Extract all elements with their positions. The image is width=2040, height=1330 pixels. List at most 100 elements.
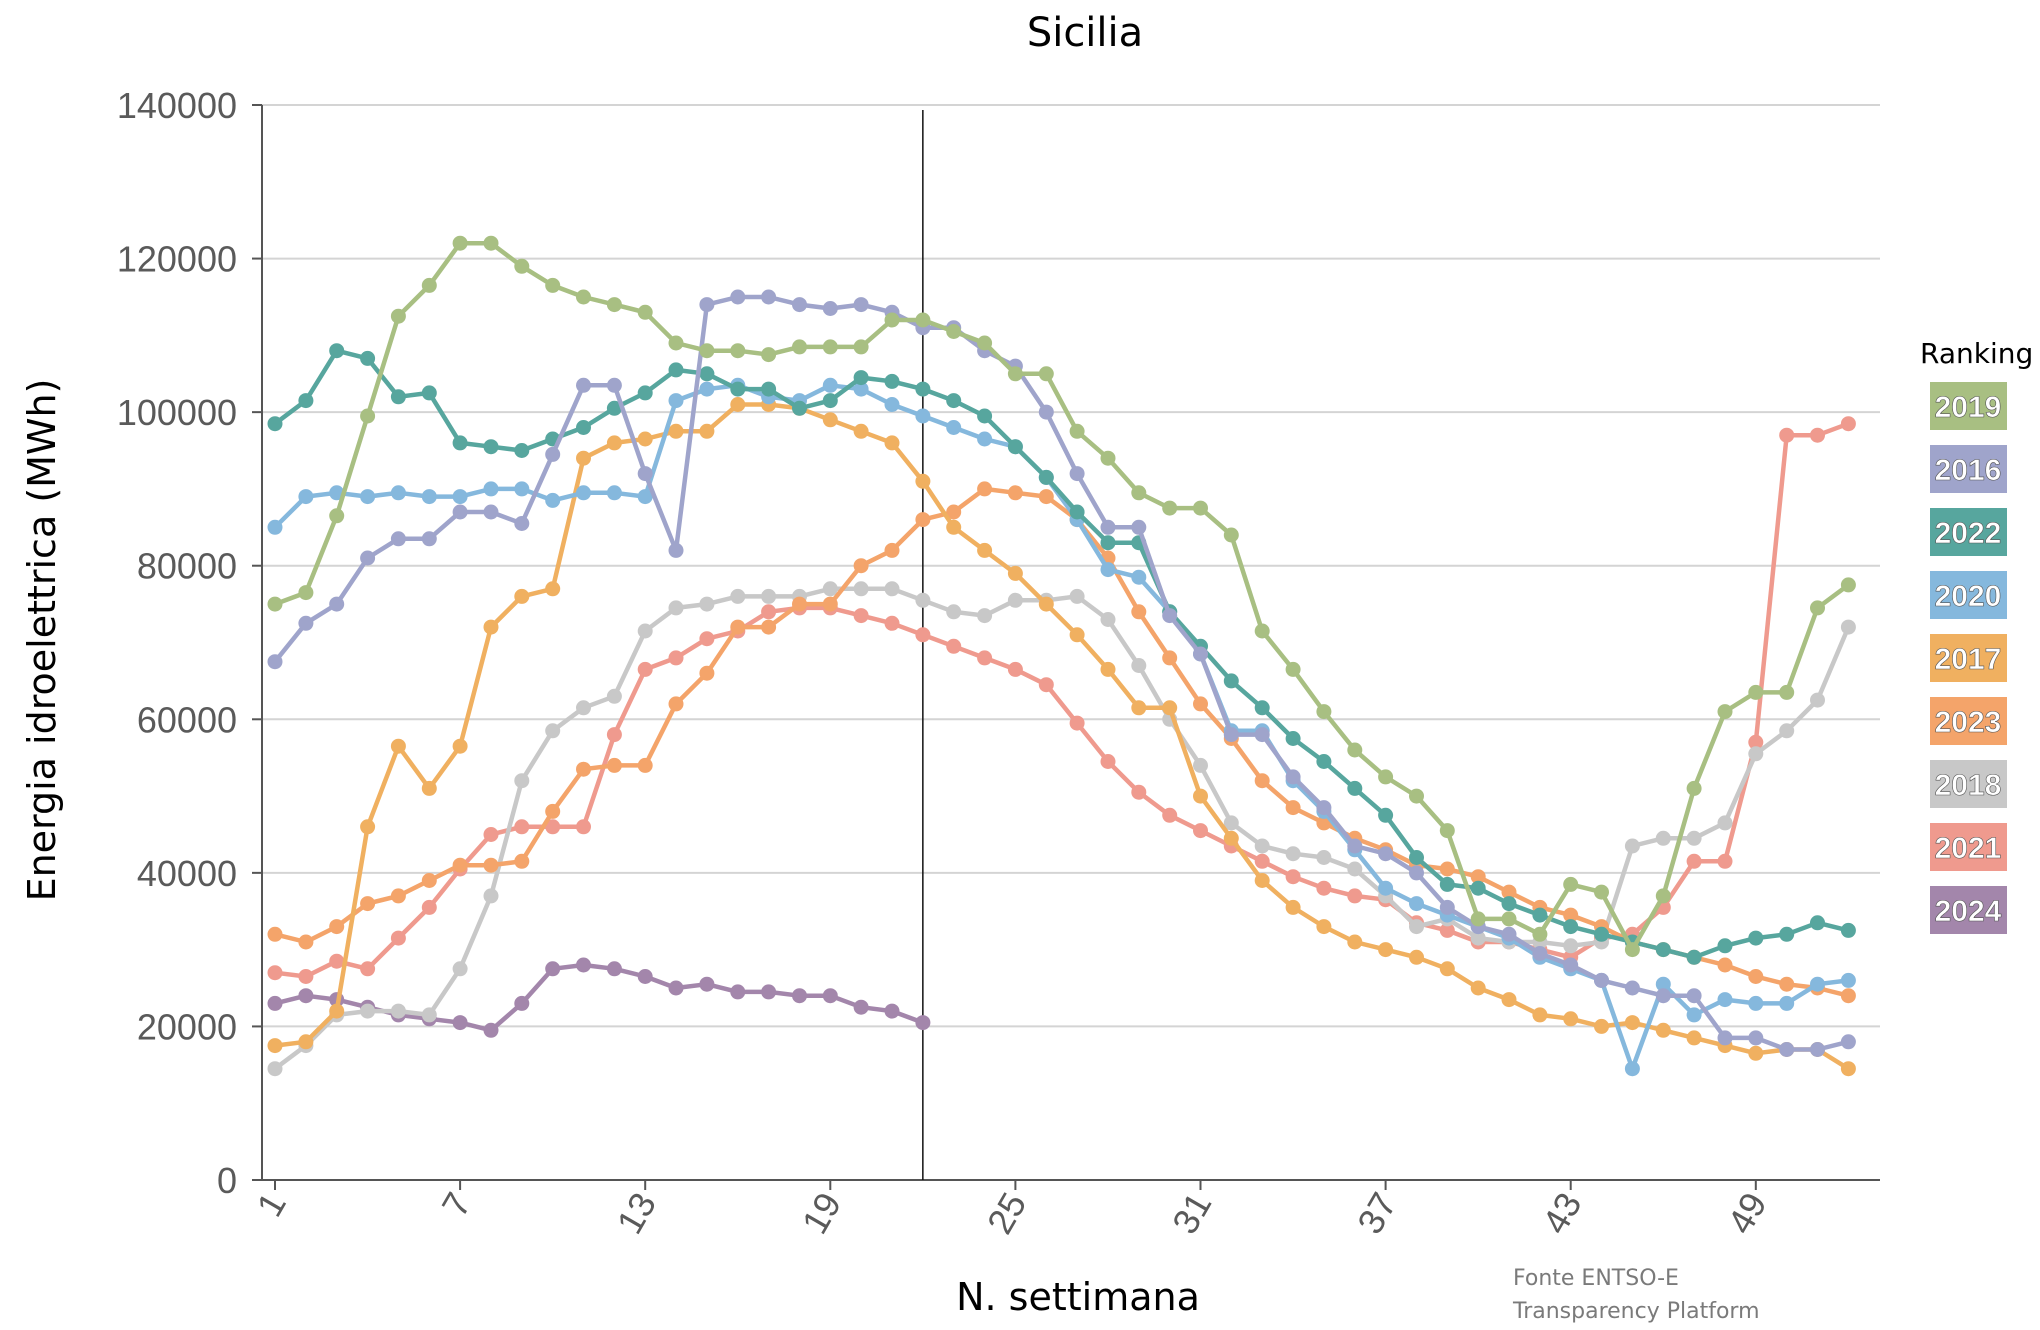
data-point-2021-w25 xyxy=(1007,661,1023,677)
data-point-2017-w44 xyxy=(1594,1018,1609,1034)
series-line-2017 xyxy=(274,402,1850,1071)
data-point-2022-w26 xyxy=(1038,469,1054,485)
data-point-2018-w16 xyxy=(730,588,746,604)
data-point-2017-w3 xyxy=(329,1003,345,1019)
data-point-2018-w5 xyxy=(390,1003,406,1019)
data-point-2019-w44 xyxy=(1594,884,1609,900)
data-point-2017-w32 xyxy=(1223,830,1239,846)
data-point-2021-w13 xyxy=(637,661,653,677)
data-point-2023-w26 xyxy=(1038,489,1054,505)
data-point-2017-w15 xyxy=(699,423,715,439)
legend-item-2017[interactable]: 2017 xyxy=(1930,634,2007,682)
legend-item-2023[interactable]: 2023 xyxy=(1930,697,2007,745)
data-point-2019-w32 xyxy=(1223,527,1239,543)
data-point-2017-w13 xyxy=(637,431,653,447)
data-point-2022-w36 xyxy=(1347,780,1363,796)
data-point-2023-w4 xyxy=(360,896,376,912)
data-point-2019-w8 xyxy=(483,235,499,251)
data-point-2017-w20 xyxy=(853,423,869,439)
data-point-2021-w35 xyxy=(1316,880,1332,896)
data-point-2016-w13 xyxy=(637,466,653,482)
data-point-2018-w25 xyxy=(1007,592,1023,608)
data-point-2017-w29 xyxy=(1131,700,1147,716)
data-point-2016-w36 xyxy=(1347,838,1363,854)
data-point-2021-w8 xyxy=(483,827,499,842)
data-point-2020-w38 xyxy=(1409,896,1424,912)
data-point-2021-w39 xyxy=(1439,922,1455,938)
data-point-2017-w19 xyxy=(822,412,838,428)
data-point-2023-w12 xyxy=(606,757,622,773)
data-point-2024-w14 xyxy=(668,980,684,996)
data-point-2023-w33 xyxy=(1254,773,1270,789)
legend-item-2024[interactable]: 2024 xyxy=(1930,886,2007,934)
data-point-2024-w21 xyxy=(884,1003,900,1019)
legend-label: 2022 xyxy=(1935,517,2002,550)
data-point-2023-w24 xyxy=(977,481,993,497)
data-point-2017-w35 xyxy=(1316,919,1332,935)
legend-item-2019[interactable]: 2019 xyxy=(1930,382,2007,430)
legend-label: 2019 xyxy=(1935,391,2002,424)
data-point-2020-w8 xyxy=(483,481,499,497)
data-point-2020-w2 xyxy=(298,489,314,505)
data-point-2021-w14 xyxy=(668,650,684,666)
data-point-2023-w48 xyxy=(1717,957,1733,973)
data-point-2024-w2 xyxy=(298,988,314,1004)
source-line-1: Fonte ENTSO-E xyxy=(1513,1266,1679,1291)
data-point-2018-w13 xyxy=(637,623,653,639)
y-tick-label: 100000 xyxy=(117,392,237,433)
legend-title: Ranking xyxy=(1920,337,2033,370)
data-point-2021-w51 xyxy=(1810,427,1825,443)
data-point-2019-w14 xyxy=(668,335,684,351)
data-point-2020-w46 xyxy=(1655,976,1671,992)
data-point-2022-w21 xyxy=(884,373,900,389)
legend-item-2021[interactable]: 2021 xyxy=(1930,823,2007,871)
data-point-2019-w38 xyxy=(1409,788,1424,804)
data-point-2020-w48 xyxy=(1717,992,1733,1008)
data-point-2016-w4 xyxy=(360,550,376,566)
legend-item-2022[interactable]: 2022 xyxy=(1930,508,2007,556)
data-point-2019-w30 xyxy=(1162,500,1178,516)
data-point-2020-w21 xyxy=(884,397,900,412)
data-point-2017-w16 xyxy=(730,397,746,412)
data-point-2022-w28 xyxy=(1100,535,1116,551)
legend-item-2016[interactable]: 2016 xyxy=(1930,445,2007,493)
data-point-2024-w12 xyxy=(606,961,622,977)
data-point-2018-w1 xyxy=(267,1061,283,1077)
data-point-2017-w23 xyxy=(946,519,962,535)
data-point-2020-w45 xyxy=(1624,1061,1640,1077)
data-point-2017-w28 xyxy=(1100,661,1116,677)
data-point-2017-w30 xyxy=(1162,700,1178,716)
x-axis-label: N. settimana xyxy=(956,1275,1200,1319)
legend-item-2020[interactable]: 2020 xyxy=(1930,571,2007,619)
legend-label: 2021 xyxy=(1935,832,2002,865)
data-point-2023-w5 xyxy=(390,888,406,904)
data-point-2016-w42 xyxy=(1532,946,1548,961)
data-point-2019-w16 xyxy=(730,343,746,359)
y-axis-label: Energia idroelettrica (MWh) xyxy=(20,379,64,902)
data-point-2023-w1 xyxy=(267,926,283,942)
data-point-2023-w18 xyxy=(792,596,807,612)
data-point-2016-w48 xyxy=(1717,1030,1733,1046)
data-point-2019-w7 xyxy=(452,235,468,251)
data-point-2016-w7 xyxy=(452,504,468,520)
data-point-2018-w8 xyxy=(483,888,499,904)
data-point-2022-w1 xyxy=(267,416,283,432)
data-point-2024-w20 xyxy=(853,999,869,1015)
data-point-2023-w41 xyxy=(1501,884,1517,900)
data-point-2022-w22 xyxy=(915,381,931,397)
data-point-2018-w52 xyxy=(1840,619,1856,635)
data-point-2016-w10 xyxy=(545,446,561,462)
x-tick-label: 31 xyxy=(1164,1186,1220,1241)
data-point-2019-w13 xyxy=(637,304,653,320)
legend-swatch xyxy=(1930,760,2007,808)
data-point-2024-w22 xyxy=(915,1015,931,1031)
data-point-2022-w41 xyxy=(1501,896,1517,912)
data-point-2017-w22 xyxy=(915,473,931,489)
legend-item-2018[interactable]: 2018 xyxy=(1930,760,2007,808)
data-point-2020-w28 xyxy=(1100,562,1116,578)
data-point-2022-w23 xyxy=(946,393,962,409)
data-point-2018-w31 xyxy=(1193,757,1208,773)
data-point-2024-w16 xyxy=(730,984,746,1000)
data-point-2022-w7 xyxy=(452,435,468,451)
data-point-2023-w20 xyxy=(853,558,869,574)
